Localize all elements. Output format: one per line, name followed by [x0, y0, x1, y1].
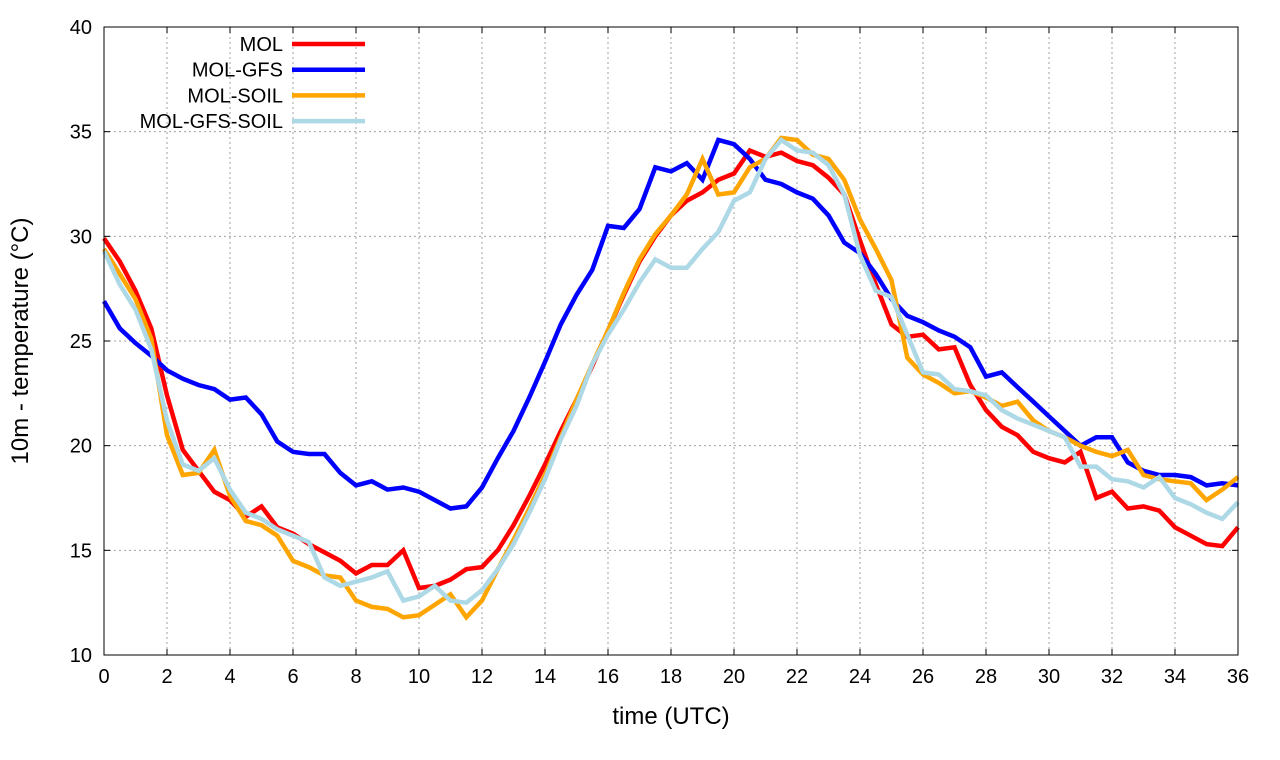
x-tick-label: 16: [597, 666, 619, 688]
x-tick-label: 8: [350, 666, 361, 688]
legend-label: MOL-GFS-SOIL: [140, 111, 283, 133]
x-tick-label: 4: [224, 666, 235, 688]
y-tick-label: 25: [70, 331, 92, 353]
x-tick-label: 32: [1101, 666, 1123, 688]
series-lines: [101, 135, 1240, 621]
legend-label: MOL-SOIL: [187, 85, 283, 107]
x-tick-label: 0: [98, 666, 109, 688]
x-tick-label: 24: [849, 666, 871, 688]
series-line-mol-gfs: [102, 137, 1239, 511]
y-tick-label: 30: [70, 226, 92, 248]
y-tick-label: 10: [70, 645, 92, 667]
x-tick-label: 6: [287, 666, 298, 688]
x-tick-label: 2: [161, 666, 172, 688]
x-tick-label: 20: [723, 666, 745, 688]
x-tick-label: 34: [1164, 666, 1186, 688]
legend-label: MOL-GFS: [192, 60, 283, 82]
legend: MOL MOL-GFS MOL-SOIL MOL-GFS-SOIL: [140, 34, 365, 133]
x-tick-label: 28: [975, 666, 997, 688]
x-tick-label: 12: [471, 666, 493, 688]
x-tick-label: 14: [534, 666, 556, 688]
x-tick-label: 22: [786, 666, 808, 688]
x-tick-label: 36: [1227, 666, 1249, 688]
y-tick-label: 20: [70, 436, 92, 458]
y-tick-label: 35: [70, 122, 92, 144]
x-tick-label: 30: [1038, 666, 1060, 688]
legend-label: MOL: [240, 34, 283, 56]
x-tick-label: 10: [408, 666, 430, 688]
x-axis-label: time (UTC): [612, 703, 729, 730]
x-tick-label: 26: [912, 666, 934, 688]
plot-border: [103, 26, 1239, 656]
series-line-mol-gfs-soil: [101, 137, 1240, 606]
y-axis-label: 10m - temperature (°C): [7, 218, 34, 465]
y-tick-label: 40: [70, 17, 92, 39]
y-tick-label: 15: [70, 540, 92, 562]
x-tick-label: 18: [660, 666, 682, 688]
tick-labels: 0 2 4 6 8 10 12 14 16 18 20 22 24 26 28 30 32 34 361015202…: [70, 17, 1249, 688]
